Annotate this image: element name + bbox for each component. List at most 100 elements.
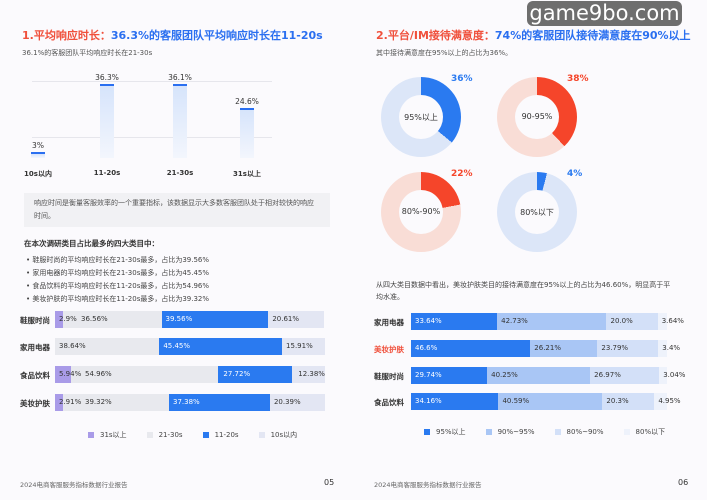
stacked-bar: 33.64% 42.73% 20.0% 3.64%	[411, 313, 684, 330]
stacked-bar: 5.94% 54.96% 27.72% 12.38%	[55, 366, 325, 383]
donut-hole	[515, 190, 559, 234]
segment-label: 40.59%	[502, 397, 530, 405]
bar-segment	[217, 366, 292, 383]
segment-label: 46.6%	[415, 344, 438, 352]
bar-segment	[411, 393, 499, 410]
row-label: 鞋服时尚	[374, 372, 404, 381]
segment-label: 2.91%	[59, 398, 82, 406]
segment-label: 23.79%	[601, 344, 629, 352]
donut-percent: 36%	[451, 74, 473, 84]
legend-item: 10s以内	[258, 430, 298, 440]
category-label: 11-20s	[93, 169, 121, 177]
segment-label: 20.0%	[610, 317, 633, 325]
segment-label: 26.97%	[594, 371, 621, 379]
bar-segment	[411, 340, 531, 357]
segment-label: 33.64%	[415, 317, 442, 325]
segment-label: 40.25%	[491, 371, 518, 379]
segment-label: 39.32%	[85, 398, 112, 406]
segment-label: 38.64%	[59, 342, 86, 350]
gridline	[32, 137, 272, 138]
segment-label: 45.45%	[163, 342, 191, 350]
list-heading: 在本次调研类目占比最多的四大类目中：	[24, 239, 159, 248]
bullet-item: • 鞋服时尚的平均响应时长在21-30s最多，占比为39.56%	[26, 256, 210, 264]
segment-label: 3.4%	[662, 344, 681, 352]
donut-percent: 22%	[451, 169, 473, 179]
bar	[31, 151, 45, 158]
note-box: 响应时间是衡量客服效率的一个重要指标，该数据显示大多数客服团队处于相对较快的响应…	[24, 193, 330, 227]
chart-legend: 31s以上 21-30s 11-20s 10s以内	[88, 430, 297, 440]
bar-segment	[597, 340, 659, 357]
legend-label: 10s以内	[270, 431, 298, 439]
bar	[173, 84, 187, 158]
legend-swatch	[202, 432, 209, 438]
bar	[240, 107, 254, 158]
bar-segment	[497, 313, 607, 330]
donut-center-label: 80%以下	[520, 208, 554, 217]
row-label: 家用电器	[20, 343, 50, 352]
bar-segment	[498, 393, 603, 410]
legend-label: 80%以下	[635, 428, 666, 436]
bar-segment	[161, 311, 269, 328]
row-label: 鞋服时尚	[20, 316, 50, 325]
segment-label: 34.16%	[415, 397, 442, 405]
summary-text: 从四大类目数据中看出，美妆护肤类目的接待满意度在95%以上的占比为46.60%，…	[376, 281, 671, 301]
segment-label: 37.38%	[173, 398, 200, 406]
title-prefix: 1.平均响应时长：	[22, 29, 111, 42]
bar-segment	[487, 367, 591, 384]
subtitle: 其中接待满意度在95%以上的占比为36%。	[376, 49, 513, 57]
segment-label: 2.9%	[59, 315, 77, 323]
bar-segment	[658, 340, 667, 357]
segment-label: 54.96%	[85, 370, 112, 378]
bar-value-label: 36.1%	[168, 73, 192, 83]
segment-label: 39.56%	[165, 315, 193, 323]
legend-label: 90%~95%	[497, 428, 535, 436]
legend-label: 80%~90%	[566, 428, 604, 436]
footer-text: 2024电商客服服务指标数据行业报告	[20, 481, 128, 489]
segment-label: 15.91%	[286, 342, 313, 350]
legend-item: 11-20s	[202, 431, 239, 439]
legend-swatch	[88, 432, 94, 438]
watermark: game9bo.com	[527, 1, 682, 26]
section-title: 2.平台/IM接待满意度：74%的客服团队接待满意度在90%以上	[376, 27, 691, 43]
row-label: 家用电器	[374, 318, 404, 327]
segment-label: 3.04%	[663, 371, 686, 379]
page-05: 1.平均响应时长：36.3%的客服团队平均响应时长在11-20s 36.1%的客…	[0, 0, 353, 500]
segment-label: 26.21%	[534, 344, 561, 352]
segment-label: 27.72%	[223, 370, 251, 378]
segment-label: 12.38%	[298, 370, 325, 378]
stacked-bar: 29.74% 40.25% 26.97% 3.04%	[411, 367, 685, 384]
bar-segment	[268, 311, 324, 328]
chart-legend: 95%以上 90%~95% 80%~90% 80%以下	[424, 427, 665, 437]
bar-segment	[55, 311, 63, 328]
row-label: 食品饮料	[20, 371, 50, 380]
donut-hole	[515, 95, 559, 139]
legend-item: 80%~90%	[554, 428, 604, 436]
segment-label: 20.61%	[272, 315, 300, 323]
donut-hole	[399, 95, 443, 139]
gridline	[32, 81, 272, 82]
bar-value-label: 36.3%	[95, 73, 119, 82]
bar-value-label: 3%	[32, 140, 44, 150]
segment-label: 20.39%	[273, 398, 301, 406]
bar-segment	[590, 367, 660, 384]
donut-percent: 38%	[567, 74, 589, 84]
page-number: 05	[324, 478, 335, 487]
row-label: 美妆护肤	[20, 399, 50, 408]
donut-percent: 4%	[567, 169, 583, 179]
section-title: 1.平均响应时长：36.3%的客服团队平均响应时长在11-20s	[22, 27, 323, 43]
stacked-bar: 2.9% 36.56% 39.56% 20.61%	[55, 311, 325, 328]
bar	[100, 84, 114, 158]
legend-item: 31s以上	[88, 430, 127, 440]
stacked-bar: 38.64% 45.45% 15.91%	[55, 338, 325, 355]
bar-segment	[606, 313, 658, 330]
bar-segment	[530, 340, 598, 357]
title-main: 74%的客服团队接待满意度在90%以上	[494, 29, 691, 42]
bar-segment	[269, 394, 325, 411]
legend-swatch	[623, 429, 630, 435]
bar-segment	[159, 338, 283, 355]
row-label: 美妆护肤	[374, 345, 404, 354]
response-time-chart: 3% 10s以内 36.3% 11-20s 36.1% 21-30s 24.6% 31s以上	[0, 0, 354, 190]
bar-value-label: 24.6%	[235, 96, 259, 106]
legend-swatch	[424, 429, 430, 435]
bar-segment	[62, 394, 169, 411]
